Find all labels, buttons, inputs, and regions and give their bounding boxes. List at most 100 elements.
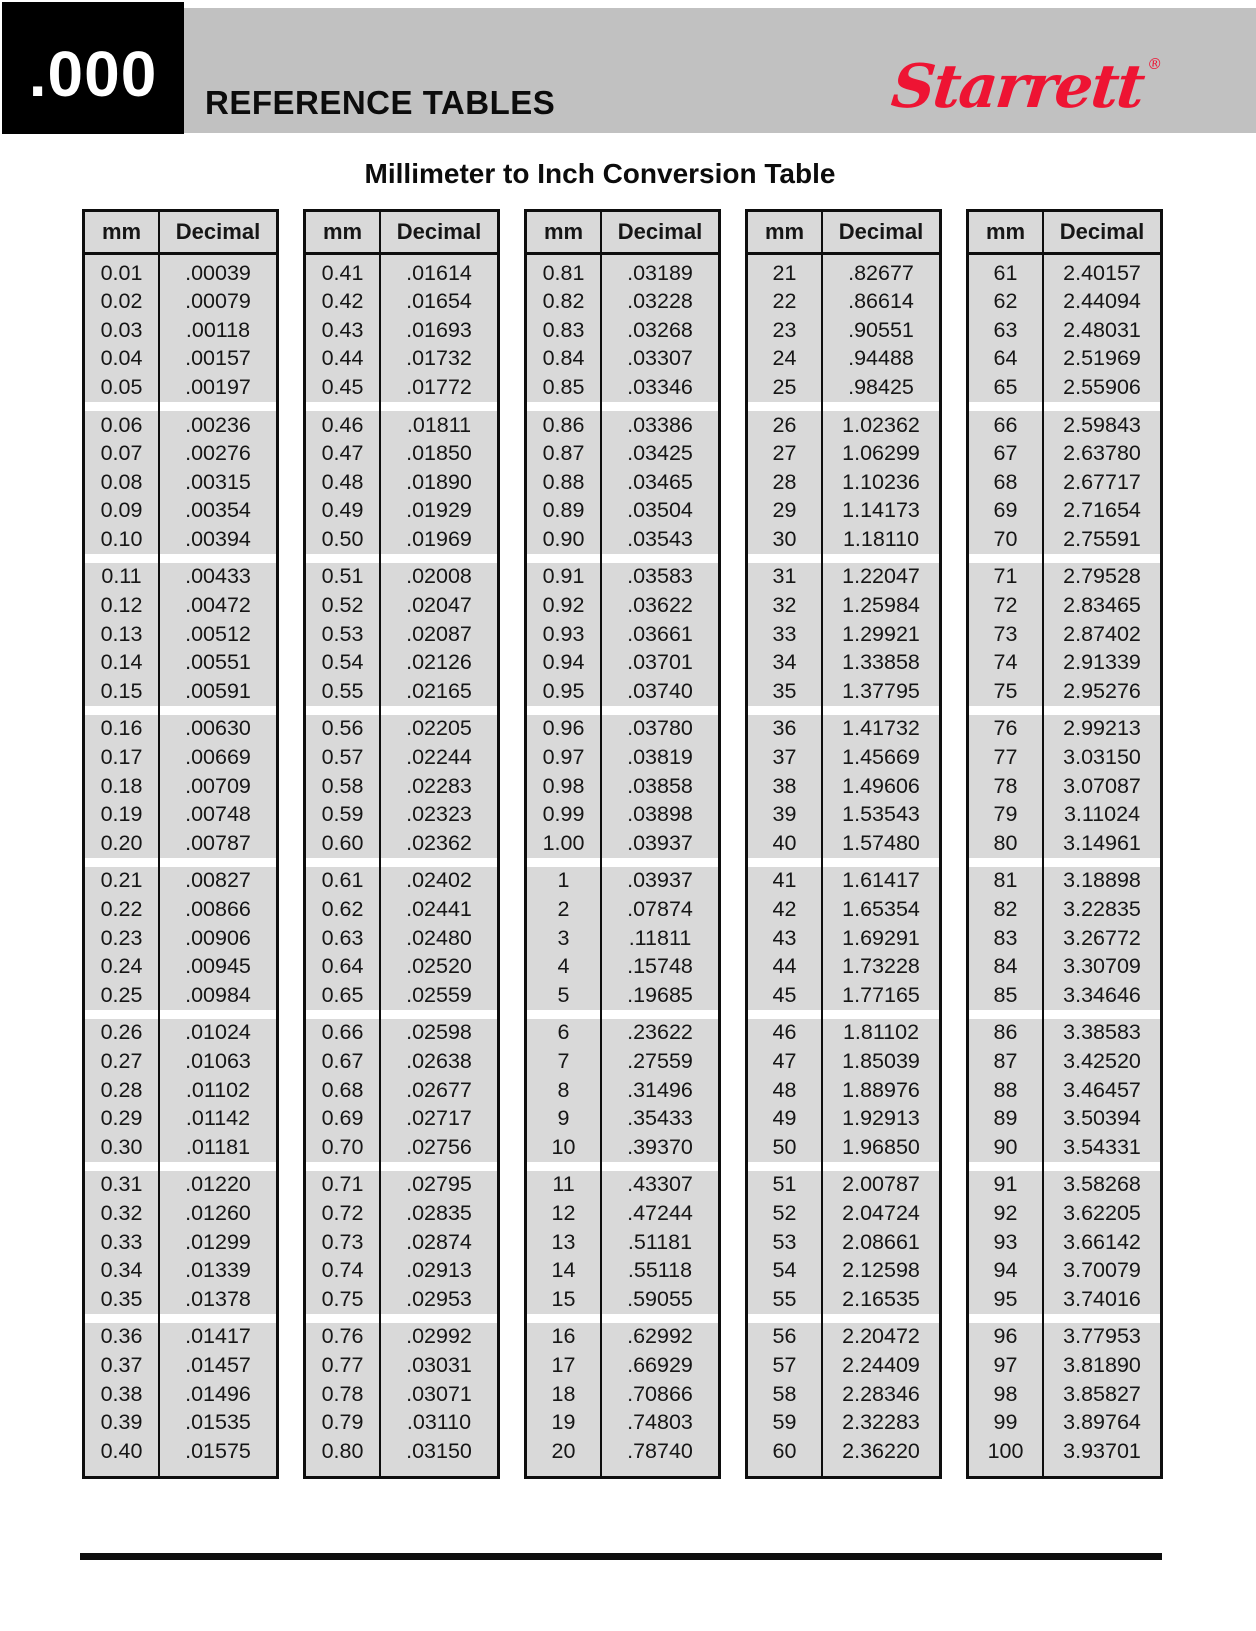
mm-cell: 71 — [969, 562, 1044, 592]
decimal-cell: 1.33858 — [823, 648, 939, 678]
decimal-cell: 1.45669 — [823, 743, 939, 773]
mm-cell: 2 — [527, 895, 602, 925]
mm-cell: 0.70 — [306, 1133, 381, 1162]
mm-cell: 5 — [527, 981, 602, 1010]
decimal-cell: .00433 — [160, 562, 276, 592]
mm-cell: 87 — [969, 1047, 1044, 1077]
decimal-cell: .01024 — [160, 1018, 276, 1048]
group-separator — [306, 1313, 381, 1323]
decimal-cell: .11811 — [602, 924, 718, 953]
decimal-cell: .00394 — [160, 525, 276, 554]
group-separator — [306, 401, 381, 411]
group-separator — [527, 1161, 602, 1171]
decimal-cell: 1.06299 — [823, 439, 939, 469]
mm-cell: 30 — [748, 525, 823, 554]
decimal-cell: .00906 — [160, 924, 276, 953]
group-separator — [85, 1313, 160, 1323]
decimal-cell: 2.87402 — [1044, 620, 1160, 649]
mm-cell: 10 — [527, 1133, 602, 1162]
group-separator — [85, 553, 160, 563]
mm-cell: 4 — [527, 952, 602, 982]
group-separator — [969, 705, 1044, 715]
mm-cell: 83 — [969, 924, 1044, 953]
mm-cell: 0.26 — [85, 1018, 160, 1048]
group-separator — [748, 553, 823, 563]
decimal-cell: 2.59843 — [1044, 410, 1160, 440]
decimal-cell: .39370 — [602, 1133, 718, 1162]
mm-cell: 89 — [969, 1104, 1044, 1134]
mm-cell: 76 — [969, 714, 1044, 744]
mm-cell: 15 — [527, 1285, 602, 1314]
decimal-cell: .02441 — [381, 895, 497, 925]
decimal-cell: .00551 — [160, 648, 276, 678]
mm-cell: 0.08 — [85, 468, 160, 497]
mm-cell: 0.82 — [527, 287, 602, 317]
mm-cell: 45 — [748, 981, 823, 1010]
mm-cell: 82 — [969, 895, 1044, 925]
decimal-cell: .94488 — [823, 344, 939, 374]
mm-cell: 0.63 — [306, 924, 381, 953]
mm-cell: 0.60 — [306, 829, 381, 858]
decimal-cell: .55118 — [602, 1256, 718, 1286]
decimal-cell: .01220 — [160, 1170, 276, 1200]
mm-cell: 0.58 — [306, 772, 381, 801]
mm-cell: 81 — [969, 866, 1044, 896]
group-separator — [823, 401, 939, 411]
group-separator — [602, 1009, 718, 1019]
mm-cell: 0.96 — [527, 714, 602, 744]
header-divider — [85, 252, 276, 255]
mm-cell: 0.79 — [306, 1408, 381, 1438]
mm-cell: 79 — [969, 800, 1044, 830]
decimal-cell: .43307 — [602, 1170, 718, 1200]
conversion-table-3: mm Decimal 0.81.03189 0.82.03228 0.83.03268 0… — [524, 209, 721, 1479]
decimal-cell: .03307 — [602, 344, 718, 374]
decimal-cell: 1.92913 — [823, 1104, 939, 1134]
mm-cell: 0.32 — [85, 1199, 160, 1228]
mm-cell: 0.13 — [85, 620, 160, 649]
mm-cell: 98 — [969, 1379, 1044, 1409]
decimal-cell: .03150 — [381, 1437, 497, 1466]
decimal-cell: 2.75591 — [1044, 525, 1160, 554]
mm-cell: 97 — [969, 1351, 1044, 1380]
mm-cell: 28 — [748, 468, 823, 497]
mm-cell: 0.89 — [527, 496, 602, 526]
group-separator — [823, 705, 939, 715]
decimal-cell: 2.91339 — [1044, 648, 1160, 678]
decimal-cell: .00866 — [160, 895, 276, 925]
decimal-cell: 2.99213 — [1044, 714, 1160, 744]
mm-cell: 0.80 — [306, 1437, 381, 1466]
mm-cell: 0.62 — [306, 895, 381, 925]
mm-cell: 67 — [969, 439, 1044, 469]
decimal-cell: 3.11024 — [1044, 800, 1160, 830]
mm-cell: 0.78 — [306, 1379, 381, 1409]
group-separator — [381, 705, 497, 715]
decimal-cell: .03780 — [602, 714, 718, 744]
group-separator — [160, 857, 276, 867]
decimal-cell: .01181 — [160, 1133, 276, 1162]
mm-cell: 31 — [748, 562, 823, 592]
group-separator — [748, 1313, 823, 1323]
decimal-cell: 1.73228 — [823, 952, 939, 982]
decimal-cell: 3.62205 — [1044, 1199, 1160, 1228]
group-separator — [381, 553, 497, 563]
mm-cell: 74 — [969, 648, 1044, 678]
mm-cell: 0.43 — [306, 316, 381, 345]
group-separator — [85, 1009, 160, 1019]
mm-cell: 0.29 — [85, 1104, 160, 1134]
group-separator — [381, 1009, 497, 1019]
mm-cell: 58 — [748, 1379, 823, 1409]
decimal-cell: 2.32283 — [823, 1408, 939, 1438]
decimal-cell: 3.07087 — [1044, 772, 1160, 801]
decimal-cell: 1.77165 — [823, 981, 939, 1010]
group-separator — [381, 857, 497, 867]
decimal-cell: 1.53543 — [823, 800, 939, 830]
decimal-cell: 2.67717 — [1044, 468, 1160, 497]
mm-cell: 7 — [527, 1047, 602, 1077]
mm-cell: 0.27 — [85, 1047, 160, 1077]
decimal-cell: 1.41732 — [823, 714, 939, 744]
conversion-table-4: mm Decimal 21.82677 22.86614 23.90551 24.9448… — [745, 209, 942, 1479]
decimal-cell: .02795 — [381, 1170, 497, 1200]
group-separator — [527, 857, 602, 867]
mm-cell: 0.92 — [527, 591, 602, 621]
decimal-cell: .01890 — [381, 468, 497, 497]
